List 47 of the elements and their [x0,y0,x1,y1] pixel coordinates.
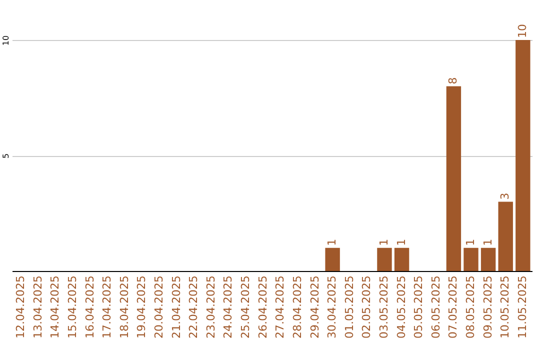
x-tick-label: 27.04.2025 [274,276,287,338]
x-tick-label: 23.04.2025 [204,276,218,338]
data-label: 1 [394,238,408,246]
bar [480,248,496,271]
x-tick-label: 21.04.2025 [170,276,183,338]
x-tick-label: 02.05.2025 [360,276,374,338]
x-tick-label: 17.04.2025 [100,276,114,338]
data-label: 8 [446,77,460,84]
x-tick-label: 30.04.2025 [326,276,339,338]
x-tick-label: 16.04.2025 [83,276,96,338]
x-tick-label: 18.04.2025 [118,276,131,338]
x-tick-label: 04.05.2025 [394,276,408,338]
bar [446,86,462,271]
x-tick-label: 20.04.2025 [152,276,166,338]
x-tick-label: 15.04.2025 [66,276,79,338]
x-tick-label: 05.05.2025 [412,276,426,338]
y-tick-label: 5 [2,153,10,159]
data-label: 1 [481,238,494,246]
x-tick-label: 06.05.2025 [429,276,442,338]
data-label: 1 [464,238,477,246]
bar [516,40,530,271]
x-tick-label: 03.05.2025 [377,276,390,338]
x-tick-label: 10.05.2025 [498,276,512,338]
x-tick-label: 07.05.2025 [446,276,460,338]
x-tick-label: 22.04.2025 [187,276,200,338]
x-tick-label: 19.04.2025 [135,276,148,338]
bar [498,202,513,271]
x-tick-label: 24.04.2025 [222,276,235,338]
data-label: 10 [516,24,529,38]
x-tick-label: 25.04.2025 [239,276,252,338]
bar [464,248,478,271]
data-label: 1 [377,238,390,246]
x-tick-label: 12.04.2025 [14,276,28,338]
x-tick-label: 08.05.2025 [464,276,477,338]
x-tick-label: 01.05.2025 [342,276,356,338]
bar [325,248,340,271]
x-tick-label: 14.04.2025 [48,276,62,338]
bar [377,248,392,271]
bar [394,248,410,271]
x-tick-label: 29.04.2025 [308,276,322,338]
data-label: 3 [498,192,512,200]
x-tick-label: 13.04.2025 [31,276,44,338]
x-tick-label: 28.04.2025 [290,276,304,338]
x-tick-label: 11.05.2025 [516,276,529,338]
data-label: 1 [326,238,339,246]
x-tick-label: 26.04.2025 [256,276,270,338]
x-tick-label: 09.05.2025 [481,276,494,338]
